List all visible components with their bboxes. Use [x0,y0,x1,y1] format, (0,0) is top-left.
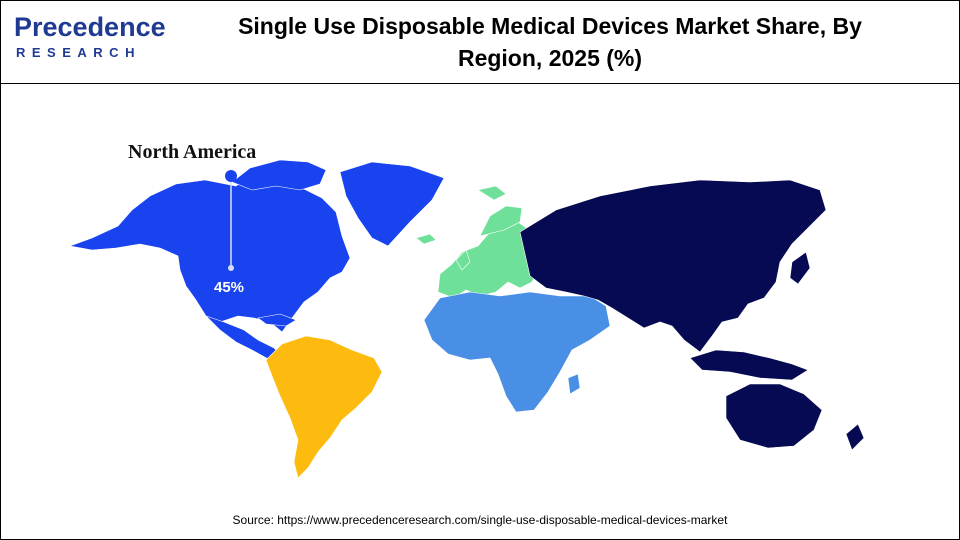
region-europe [415,185,541,299]
region-latin-america [265,335,383,479]
madagascar [567,373,581,395]
svalbard [477,185,507,201]
north-america-mainland [68,175,351,333]
logo-sub: RESEARCH [16,45,141,60]
scandinavia [479,205,523,237]
australia [725,383,823,449]
iceland [415,233,437,245]
world-map [68,159,865,479]
region-asia-pacific [519,179,865,451]
header: Precedence RESEARCH Single Use Disposabl… [0,0,960,84]
logo-brand: Precedence [14,12,166,42]
chart-title: Single Use Disposable Medical Devices Ma… [238,13,862,71]
greenland [339,161,445,247]
asia-mainland [519,179,827,353]
new-zealand [845,423,865,451]
caribbean [257,313,297,327]
southeast-asia-islands [689,349,809,381]
japan [789,251,811,285]
region-north-america [68,159,445,361]
uk-ireland [455,249,471,271]
north-america-label: North America [128,141,257,163]
source-note: Source: https://www.precedenceresearch.c… [232,513,728,527]
north-america-leader-end [228,265,234,271]
region-middle-east-africa [423,291,611,413]
north-america-value: 45% [214,279,245,296]
brand-logo: Precedence RESEARCH [14,12,166,64]
arctic-islands [231,159,327,191]
north-america-marker [225,170,237,182]
